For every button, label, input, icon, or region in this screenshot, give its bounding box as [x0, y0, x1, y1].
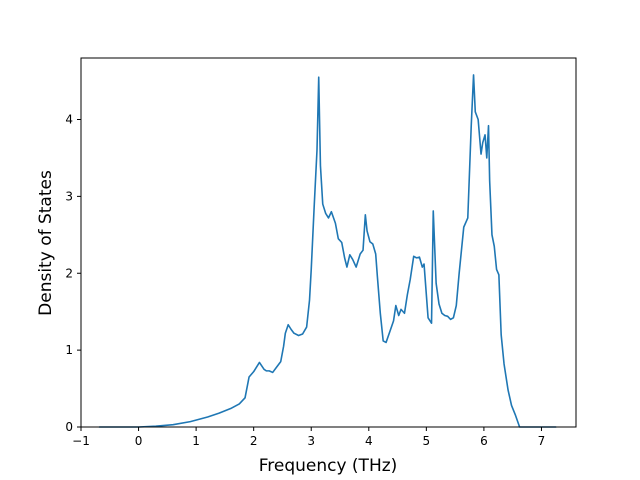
x-tick-label: −1 [72, 434, 90, 448]
axes-frame [80, 57, 577, 428]
x-tick-label: 5 [423, 434, 431, 448]
y-tick-label: 0 [65, 420, 73, 434]
x-axis-label: Frequency (THz) [259, 456, 398, 476]
x-tick-label: 4 [365, 434, 373, 448]
dos-series-line-0 [98, 74, 557, 428]
y-tick-label: 3 [65, 189, 73, 203]
y-axis-label: Density of States [36, 170, 56, 316]
x-tick-label: 0 [135, 434, 143, 448]
x-tick-label: 3 [307, 434, 315, 448]
y-axis-ticks: 0 1 2 3 4 [65, 113, 81, 434]
y-tick-label: 4 [65, 113, 73, 127]
y-tick-label: 1 [65, 343, 73, 357]
x-axis-ticks: −1 0 1 2 3 4 5 6 7 [72, 427, 545, 448]
x-tick-label: 1 [192, 434, 200, 448]
x-tick-label: 2 [250, 434, 258, 448]
plot-area [80, 57, 577, 428]
y-tick-label: 2 [65, 266, 73, 280]
x-tick-label: 6 [480, 434, 488, 448]
x-tick-label: 7 [538, 434, 546, 448]
